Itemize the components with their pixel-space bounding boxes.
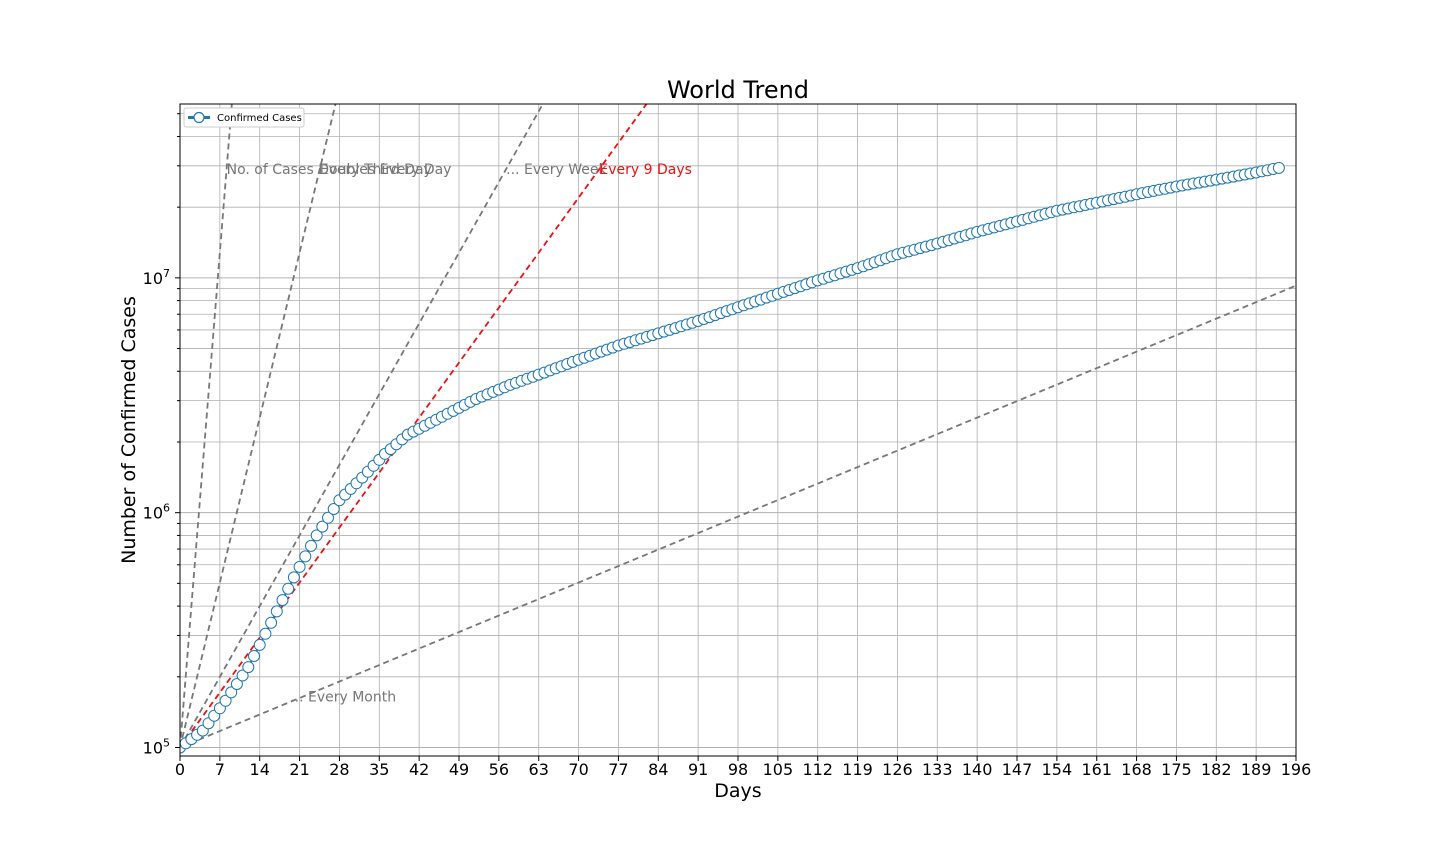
y-axis: 105 106 107 [143, 113, 180, 757]
data-point [282, 582, 295, 595]
x-tick-label: 147 [1002, 760, 1033, 779]
x-tick-label: 56 [489, 760, 509, 779]
data-point [230, 678, 243, 690]
x-tick-label: 49 [449, 760, 469, 779]
reference-lines [180, 104, 1296, 749]
series-confirmed-cases [180, 161, 1285, 754]
legend-label: Confirmed Cases [217, 113, 302, 124]
data-point [253, 638, 266, 651]
x-tick-label: 154 [1042, 760, 1073, 779]
x-tick-label: 196 [1281, 760, 1312, 779]
data-point [225, 686, 238, 699]
x-tick-label: 168 [1121, 760, 1152, 779]
data-point [310, 529, 323, 542]
x-tick-label: 35 [369, 760, 389, 779]
data-point [270, 605, 283, 618]
data-point [276, 594, 289, 607]
x-tick-label: 175 [1161, 760, 1192, 779]
x-tick-label: 21 [289, 760, 309, 779]
reference-line-label: ... Every Week [506, 162, 607, 178]
x-axis: 0 7 14 21 28 35 42 49 56 63 70 77 84 91 98 105 112 119 126… [175, 756, 1311, 779]
reference-line-label: Every 9 Days [599, 162, 692, 178]
data-point [299, 550, 312, 563]
data-point [327, 503, 340, 515]
x-tick-label: 14 [250, 760, 270, 779]
data-point [305, 539, 317, 552]
x-tick-label: 133 [922, 760, 953, 779]
chart-title: World Trend [667, 76, 809, 104]
x-tick-label: 77 [608, 760, 628, 779]
x-tick-label: 28 [329, 760, 349, 779]
x-axis-title: Days [714, 780, 761, 802]
x-tick-label: 189 [1241, 760, 1272, 779]
x-tick-label: 126 [882, 760, 913, 779]
x-tick-label: 182 [1201, 760, 1232, 779]
x-tick-label: 91 [688, 760, 708, 779]
data-point [287, 571, 300, 584]
y-tick-label: 105 [143, 736, 170, 757]
x-tick-label: 161 [1081, 760, 1112, 779]
x-tick-label: 105 [763, 760, 794, 779]
x-tick-label: 7 [215, 760, 225, 779]
x-tick-label: 70 [568, 760, 588, 779]
x-tick-label: 140 [962, 760, 993, 779]
x-tick-label: 112 [802, 760, 833, 779]
x-tick-label: 63 [529, 760, 549, 779]
data-point [265, 616, 278, 629]
data-point [236, 669, 249, 682]
legend-marker [193, 111, 205, 124]
data-point [1272, 161, 1285, 174]
y-tick-label: 106 [143, 502, 170, 523]
x-tick-label: 98 [728, 760, 748, 779]
x-tick-label: 0 [175, 760, 185, 779]
reference-line-label: Every Third Day [320, 162, 432, 178]
x-tick-label: 84 [648, 760, 668, 779]
y-axis-title: Number of Confirmed Cases [118, 296, 140, 564]
x-tick-label: 119 [842, 760, 873, 779]
data-point [322, 511, 334, 524]
reference-line [180, 284, 1296, 749]
data-point [259, 627, 272, 640]
x-tick-label: 42 [409, 760, 429, 779]
legend-box [183, 107, 305, 128]
reference-line-label: No. of Cases Doubles Every Day [227, 162, 452, 178]
reference-line-label: ... Every Month [290, 690, 396, 706]
data-point [293, 560, 306, 573]
data-point [219, 694, 232, 707]
data-point [248, 650, 260, 662]
legend: Confirmed Cases [183, 107, 305, 128]
data-point [316, 520, 329, 533]
y-tick-label: 107 [143, 267, 170, 288]
grid [179, 104, 1297, 756]
data-point [242, 661, 255, 674]
